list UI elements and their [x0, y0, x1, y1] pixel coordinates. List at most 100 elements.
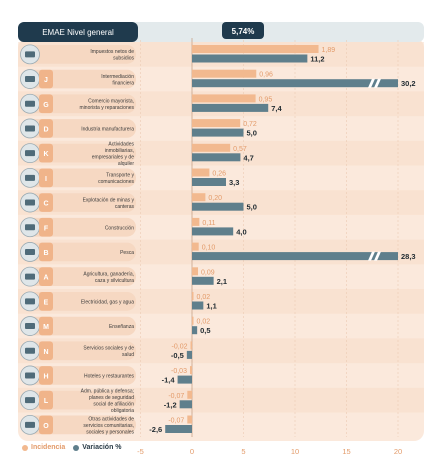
bar-variation	[192, 128, 244, 137]
legend-swatch-variation	[73, 444, 80, 451]
bar-incidence	[192, 168, 210, 177]
sector-label: Explotación de minas y canteras	[83, 197, 135, 209]
label-variation: 4,0	[236, 227, 246, 236]
sector-icon-glyph	[25, 323, 35, 330]
x-tick-label: 20	[394, 447, 402, 456]
sector-icon-glyph	[25, 174, 35, 181]
bar-incidence	[187, 415, 192, 424]
sector-icon-glyph	[25, 76, 35, 83]
sector-letter: C	[43, 201, 48, 208]
sector-letter-badge	[39, 267, 53, 286]
bar-incidence	[187, 390, 192, 399]
sector-letter-badge	[39, 390, 53, 410]
sector-letter-badge	[39, 366, 53, 385]
sector-letter-badge	[39, 242, 53, 262]
bar-incidence	[192, 45, 319, 53]
bar-incidence	[192, 69, 257, 78]
sector-label: Comercio mayorista, minorista y reparacio…	[80, 99, 135, 111]
label-variation: -0,5	[171, 351, 184, 360]
legend-item-variation: Variación %	[73, 444, 122, 451]
label-variation: -1,4	[162, 376, 176, 385]
label-variation: 0,5	[200, 326, 210, 335]
sector-icon-glyph	[25, 224, 35, 231]
bar-variation	[192, 103, 269, 112]
label-incidence: -0,07	[168, 418, 184, 425]
sector-label: Pesca	[120, 250, 134, 256]
header-value: 5,74%	[232, 27, 255, 36]
sector-icon-glyph	[25, 397, 35, 404]
bar-incidence	[192, 143, 231, 152]
x-tick-label: -5	[137, 447, 144, 456]
sector-icon-glyph	[25, 125, 35, 132]
label-incidence: 0,57	[233, 146, 247, 153]
bar-variation	[165, 425, 192, 433]
sector-letter: B	[43, 250, 48, 257]
bar-variation	[192, 301, 204, 310]
sector-icon-glyph	[25, 372, 35, 379]
bar-variation	[192, 54, 308, 63]
sector-icon-glyph	[25, 421, 35, 428]
bar-incidence	[192, 316, 194, 325]
sector-letter-badge	[39, 292, 53, 311]
header-title: EMAE Nivel general	[42, 28, 114, 37]
bar-variation	[192, 252, 398, 261]
sector-label: Enseñanza	[109, 324, 134, 330]
bar-incidence	[192, 242, 199, 251]
label-incidence: 0,11	[202, 220, 215, 227]
bar-variation	[192, 153, 241, 162]
sector-letter-badge	[39, 69, 53, 89]
sector-letter-badge	[39, 217, 53, 237]
sector-label: Electricidad, gas y agua	[81, 299, 134, 305]
sector-letter-badge	[39, 193, 53, 212]
label-incidence: 0,96	[259, 72, 273, 79]
bar-variation	[192, 326, 198, 335]
sector-letter: I	[45, 176, 47, 183]
bar-variation	[186, 350, 192, 359]
bar-incidence	[192, 193, 206, 202]
label-variation: 11,2	[310, 55, 324, 64]
sector-label: Hoteles y restaurantes	[84, 373, 135, 379]
bar-incidence	[192, 217, 200, 226]
header-title-box	[18, 22, 138, 42]
sector-letter: M	[43, 324, 49, 331]
label-variation: -1,2	[164, 400, 177, 409]
sector-letter: L	[44, 398, 49, 405]
sector-letter: A	[43, 275, 48, 282]
sector-letter: D	[43, 126, 48, 133]
sector-letter-badge	[39, 168, 53, 188]
sector-letter: G	[43, 102, 49, 109]
sector-letter: J	[44, 77, 48, 84]
sector-label: Adm. pública y defensa; planes de segurid…	[81, 389, 135, 414]
bar-variation	[177, 375, 192, 384]
sector-icon-glyph	[25, 100, 35, 107]
label-variation: 28,3	[401, 252, 416, 261]
label-incidence: -0,07	[168, 393, 184, 400]
row-label-pill	[22, 45, 136, 64]
label-incidence: 0,09	[201, 269, 215, 276]
x-tick-label: 0	[190, 447, 194, 456]
sector-icon-glyph	[25, 347, 35, 354]
label-incidence: 0,26	[212, 171, 226, 178]
bar-variation	[179, 400, 192, 409]
label-incidence: 0,20	[208, 195, 222, 202]
label-incidence: 0,02	[197, 294, 211, 301]
legend-label-incidence: Incidencia	[31, 444, 66, 451]
header-value-box	[222, 22, 264, 39]
sector-letter-badge	[39, 143, 53, 163]
sector-icon-glyph	[25, 150, 35, 157]
sector-letter: H	[43, 373, 48, 380]
label-variation: 5,0	[247, 203, 257, 212]
sector-label: Actividades inmobiliarias, empresariales y…	[92, 142, 135, 167]
sector-letter: E	[44, 299, 49, 306]
label-variation: 2,1	[217, 277, 227, 286]
bar-incidence	[189, 366, 192, 375]
label-incidence: 0,02	[197, 319, 211, 326]
label-variation: 3,3	[229, 178, 239, 187]
x-tick-label: 15	[342, 447, 350, 456]
sector-letter-badge	[39, 341, 53, 361]
bar-break-mark	[368, 78, 375, 88]
bar-variation	[192, 276, 214, 285]
sector-letter: N	[43, 349, 48, 356]
